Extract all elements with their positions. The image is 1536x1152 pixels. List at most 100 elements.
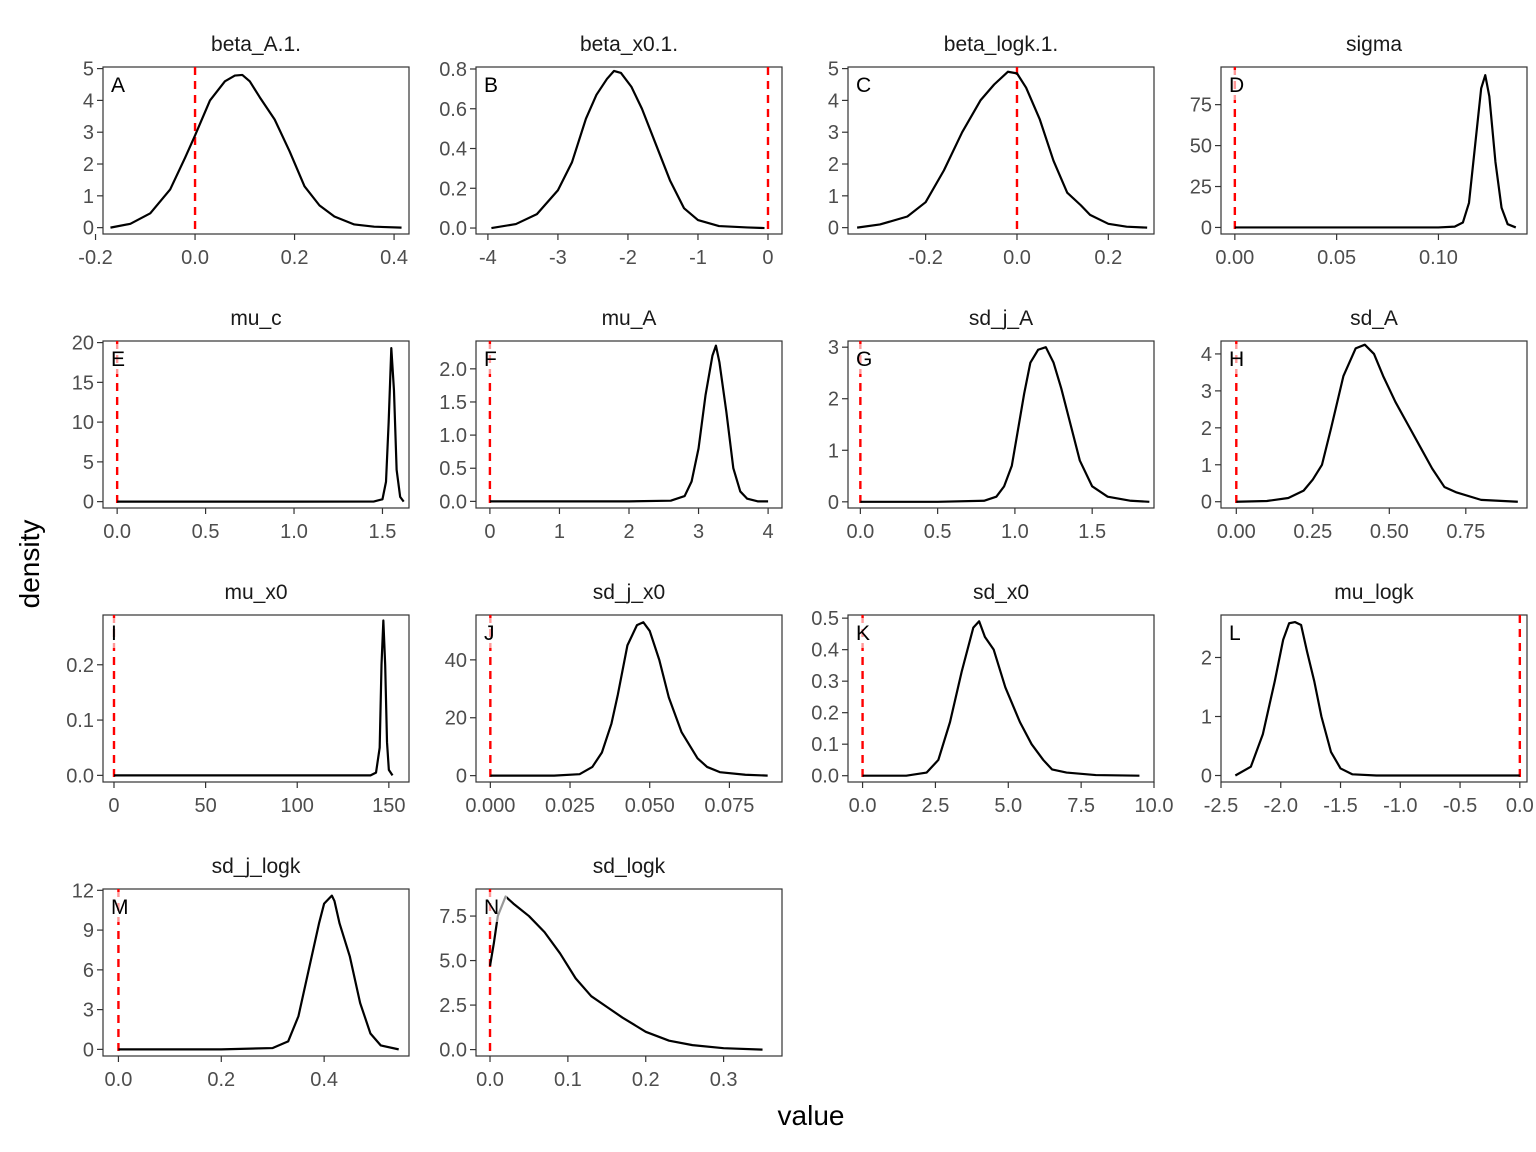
y-tick-label: 3 bbox=[1201, 381, 1212, 403]
x-tick-label: 0 bbox=[484, 521, 495, 543]
panel-tag: J bbox=[484, 622, 495, 645]
y-tick-label: 25 bbox=[1190, 177, 1212, 199]
panel-title: mu_logk bbox=[1334, 581, 1414, 604]
x-tick-label: -1 bbox=[689, 247, 707, 269]
panel-tag: G bbox=[856, 348, 872, 371]
panel-border bbox=[1220, 66, 1528, 235]
y-tick-label: 1.0 bbox=[439, 425, 467, 447]
y-tick-label: 2 bbox=[828, 389, 839, 411]
x-tick-label: -2 bbox=[619, 247, 637, 269]
x-tick-label: -2.5 bbox=[1204, 795, 1238, 817]
panel-tag-backdrop bbox=[106, 70, 134, 100]
y-tick-label: 9 bbox=[83, 920, 94, 942]
y-tick-label: 2.0 bbox=[439, 359, 467, 381]
panel-tag: B bbox=[484, 74, 498, 97]
panel-G: sd_j_A G 0.0 0.5 1.0 1.5 0 1 2 3 bbox=[828, 307, 1155, 543]
panel-I: mu_x0 I 0 50 100 150 0.0 0.1 0.2 bbox=[66, 581, 410, 817]
y-tick-label: 0.5 bbox=[439, 458, 467, 480]
x-tick-label: 0.3 bbox=[710, 1069, 738, 1091]
y-tick-label: 1 bbox=[1201, 706, 1212, 728]
y-tick-label: 7.5 bbox=[439, 906, 467, 928]
x-tick-label: 0 bbox=[762, 247, 773, 269]
panel-N: sd_logk N 0.0 0.1 0.2 0.3 0.0 2.5 5.0 7.5 bbox=[439, 855, 783, 1091]
x-tick-label: 0.00 bbox=[1217, 521, 1256, 543]
y-tick-label: 15 bbox=[72, 372, 94, 394]
panel-border bbox=[847, 66, 1155, 235]
y-tick-label: 2 bbox=[828, 154, 839, 176]
density-curve bbox=[1236, 343, 1518, 503]
panel-tag: K bbox=[856, 622, 870, 645]
y-tick-label: 6 bbox=[83, 960, 94, 982]
density-curve bbox=[1234, 74, 1517, 229]
panel-border bbox=[102, 340, 410, 509]
y-tick-label: 0 bbox=[83, 218, 94, 240]
x-tick-label: 2 bbox=[623, 521, 634, 543]
panel-B: beta_x0.1. B -4 -3 -2 -1 0 0.0 0.2 0.4 0.6 0.8 bbox=[439, 33, 783, 269]
y-tick-label: 4 bbox=[83, 90, 94, 112]
panel-title: beta_x0.1. bbox=[580, 33, 678, 56]
panel-tag: D bbox=[1229, 74, 1244, 97]
x-tick-label: 0.50 bbox=[1370, 521, 1409, 543]
y-tick-label: 0.1 bbox=[811, 734, 839, 756]
panel-title: mu_x0 bbox=[224, 581, 287, 604]
x-tick-label: 0.75 bbox=[1446, 521, 1485, 543]
panel-border bbox=[847, 614, 1155, 783]
y-tick-label: 5 bbox=[83, 59, 94, 81]
panel-tag-backdrop bbox=[851, 618, 879, 648]
y-tick-label: 0 bbox=[456, 766, 467, 788]
panel-tag: F bbox=[484, 348, 497, 371]
y-tick-label: 20 bbox=[72, 333, 94, 355]
y-tick-label: 0.2 bbox=[811, 703, 839, 725]
x-tick-label: 1.5 bbox=[1078, 521, 1106, 543]
panel-title: sd_logk bbox=[593, 855, 666, 878]
y-axis-title: density bbox=[14, 519, 45, 609]
panel-border bbox=[475, 340, 783, 509]
x-tick-label: 0.1 bbox=[554, 1069, 582, 1091]
panel-title: beta_logk.1. bbox=[944, 33, 1058, 56]
panel-tag-backdrop bbox=[1224, 70, 1252, 100]
x-tick-label: 100 bbox=[281, 795, 314, 817]
y-tick-label: 0.0 bbox=[439, 491, 467, 513]
density-curve bbox=[113, 619, 394, 777]
panel-tag-backdrop bbox=[1224, 618, 1252, 648]
panel-tag-backdrop bbox=[479, 892, 507, 922]
panel-title: sd_j_x0 bbox=[593, 581, 665, 604]
y-tick-label: 5.0 bbox=[439, 951, 467, 973]
density-curve bbox=[862, 620, 1140, 777]
x-tick-label: 0.4 bbox=[380, 247, 408, 269]
y-tick-label: 1 bbox=[828, 440, 839, 462]
panel-H: sd_A H 0.00 0.25 0.50 0.75 0 1 2 3 4 bbox=[1201, 307, 1528, 543]
x-tick-label: 1.0 bbox=[1001, 521, 1029, 543]
x-tick-label: 0.075 bbox=[704, 795, 754, 817]
x-tick-label: 0.5 bbox=[924, 521, 952, 543]
x-tick-label: 0.050 bbox=[625, 795, 675, 817]
x-tick-label: -3 bbox=[549, 247, 567, 269]
panel-title: sd_A bbox=[1350, 307, 1398, 330]
y-tick-label: 0.1 bbox=[66, 710, 94, 732]
panel-tag-backdrop bbox=[479, 618, 507, 648]
panel-tag-backdrop bbox=[106, 344, 134, 374]
panel-M: sd_j_logk M 0.0 0.2 0.4 0 3 6 9 12 bbox=[72, 855, 410, 1091]
x-tick-label: 150 bbox=[372, 795, 405, 817]
y-tick-label: 0.4 bbox=[811, 640, 839, 662]
x-tick-label: 1.0 bbox=[280, 521, 308, 543]
density-curve bbox=[856, 70, 1148, 229]
panel-title: sd_j_logk bbox=[212, 855, 301, 878]
x-tick-label: 2.5 bbox=[922, 795, 950, 817]
panel-border bbox=[847, 340, 1155, 509]
density-curve bbox=[110, 73, 402, 229]
panel-border bbox=[102, 66, 410, 235]
panel-tag: C bbox=[856, 74, 871, 97]
x-tick-label: 0.025 bbox=[545, 795, 595, 817]
panel-border bbox=[102, 614, 410, 783]
y-tick-label: 0 bbox=[1201, 766, 1212, 788]
x-tick-label: -1.0 bbox=[1383, 795, 1417, 817]
y-tick-label: 1 bbox=[83, 186, 94, 208]
panel-border bbox=[475, 888, 783, 1057]
x-tick-label: 0.0 bbox=[846, 521, 874, 543]
x-tick-label: -0.2 bbox=[908, 247, 942, 269]
panel-border bbox=[475, 66, 783, 235]
x-tick-label: 4 bbox=[763, 521, 774, 543]
x-tick-label: 0.0 bbox=[476, 1069, 504, 1091]
